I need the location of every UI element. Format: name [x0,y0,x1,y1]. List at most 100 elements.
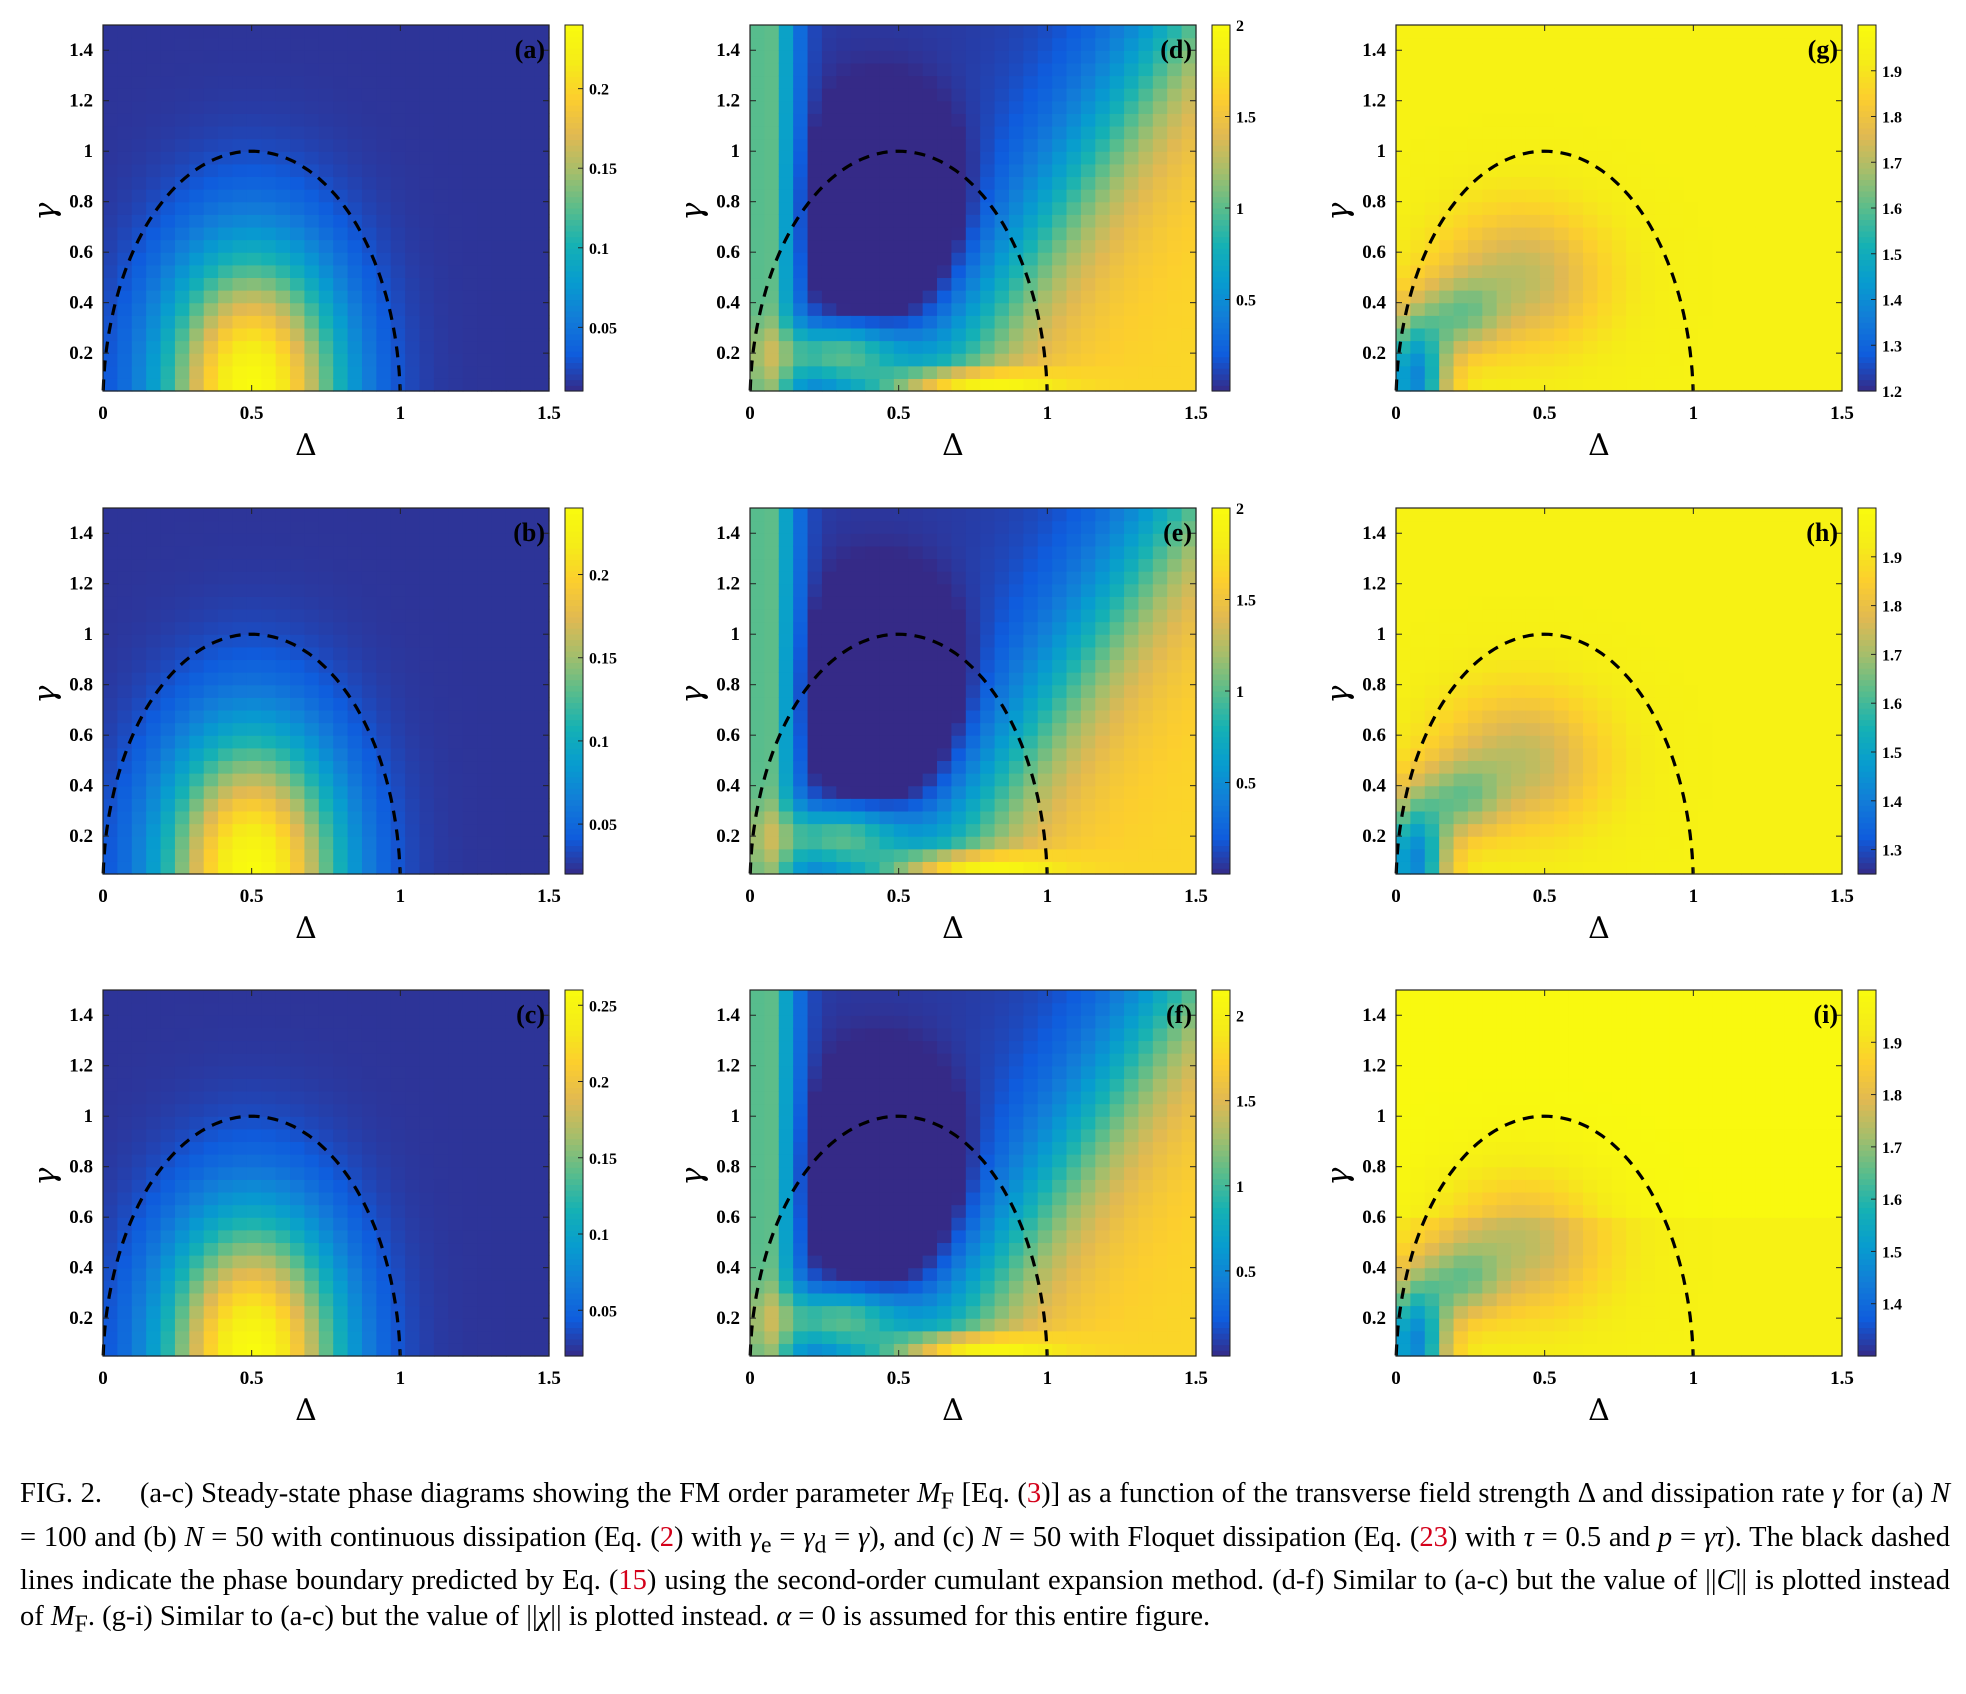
heatmap-cell [203,302,219,316]
heatmap-cell [376,659,392,673]
heatmap-cell [318,1128,334,1143]
heatmap-cell [333,571,349,585]
heatmap-cell [160,1065,176,1079]
heatmap-cell [203,722,219,736]
heatmap-cell [333,1280,349,1294]
heatmap-cell [850,697,866,711]
heatmap-cell [103,1103,118,1117]
heatmap-cell [290,533,306,547]
heatmap-cell [477,990,493,1004]
heatmap-cell [361,50,377,64]
heatmap-cell [1066,596,1082,610]
heatmap-cell [850,810,866,825]
heatmap-cell [290,214,306,228]
heatmap-cell [807,37,823,51]
heatmap-cell [1023,672,1039,686]
heatmap-cell [520,113,536,127]
heatmap-cell [534,1002,550,1016]
heatmap-cell [290,201,306,215]
heatmap-cell [347,1280,363,1294]
heatmap-cell [218,1255,234,1269]
heatmap-cell [203,646,219,661]
heatmap-cell [189,176,205,190]
heatmap-cell [893,75,909,89]
heatmap-cell [405,189,421,203]
heatmap-cell [520,1179,536,1193]
heatmap-cell [462,378,478,392]
colorbar-segment [565,316,583,323]
heatmap-cell [103,75,118,89]
heatmap-cell [433,1204,449,1218]
heatmap-cell [922,684,938,698]
heatmap-cell [189,747,205,762]
colorbar-segment [565,805,583,812]
heatmap-cell [131,709,147,724]
heatmap-cell [1109,302,1125,316]
heatmap-cell [261,315,277,329]
heatmap-cell [505,836,521,850]
heatmap-cell [419,1255,435,1269]
heatmap-cell [333,1090,349,1105]
heatmap-cell [405,722,421,736]
heatmap-cell [376,1305,392,1319]
heatmap-cell [290,113,306,127]
heatmap-cell [750,571,765,585]
colorbar-segment [1212,328,1230,335]
heatmap-cell [750,684,765,698]
heatmap-cell [117,823,133,837]
heatmap-cell [1066,722,1082,736]
heatmap-cell [994,365,1010,379]
heatmap-cell [980,659,996,673]
heatmap-cell [347,365,363,379]
heatmap-cell [793,848,809,862]
heatmap-cell [131,1154,147,1168]
heatmap-cell [361,315,377,329]
heatmap-cell [304,1242,320,1256]
heatmap-cell [821,25,837,39]
heatmap-cell [534,239,550,253]
heatmap-cell [376,1078,392,1092]
heatmap-cell [261,621,277,635]
heatmap-cell [821,848,837,862]
heatmap-cell [246,151,262,165]
colorbar-segment [565,270,583,278]
heatmap-cell [189,709,205,724]
heatmap-cell [965,634,981,648]
heatmap-cell [174,722,190,736]
heatmap-cell [850,62,866,77]
heatmap-cell [448,75,464,89]
heatmap-cell [951,100,967,114]
heatmap-cell [146,25,162,39]
x-axis-label: Δ [295,911,317,946]
heatmap-cell [333,25,349,39]
heatmap-cell [146,113,162,127]
heatmap-cell [1052,340,1068,354]
heatmap-cell [448,252,464,266]
heatmap-cell [405,327,421,342]
heatmap-cell [390,990,406,1004]
heatmap-cell [922,571,938,585]
heatmap-cell [290,520,306,534]
heatmap-cell [160,571,176,585]
heatmap-cell [433,1116,449,1130]
heatmap-cell [951,608,967,623]
heatmap-cell [433,1242,449,1256]
heatmap-cell [318,596,334,610]
heatmap-cell [361,365,377,379]
y-tick-label: 0.8 [716,675,740,696]
heatmap-cell [333,520,349,534]
heatmap-cell [433,836,449,850]
heatmap-cell [951,37,967,51]
colorbar-segment [565,167,583,175]
x-tick-label: 0.5 [240,403,264,424]
heatmap-cell [1008,340,1024,354]
heatmap-cell [778,672,794,686]
heatmap-cell [131,990,147,1004]
heatmap-cell [1023,189,1039,203]
heatmap-cell [390,378,406,392]
heatmap-cell [361,1040,377,1054]
heatmap-cell [405,37,421,51]
heatmap-cell [146,1229,162,1244]
colorbar-segment [565,691,583,698]
heatmap-cell [1023,836,1039,850]
